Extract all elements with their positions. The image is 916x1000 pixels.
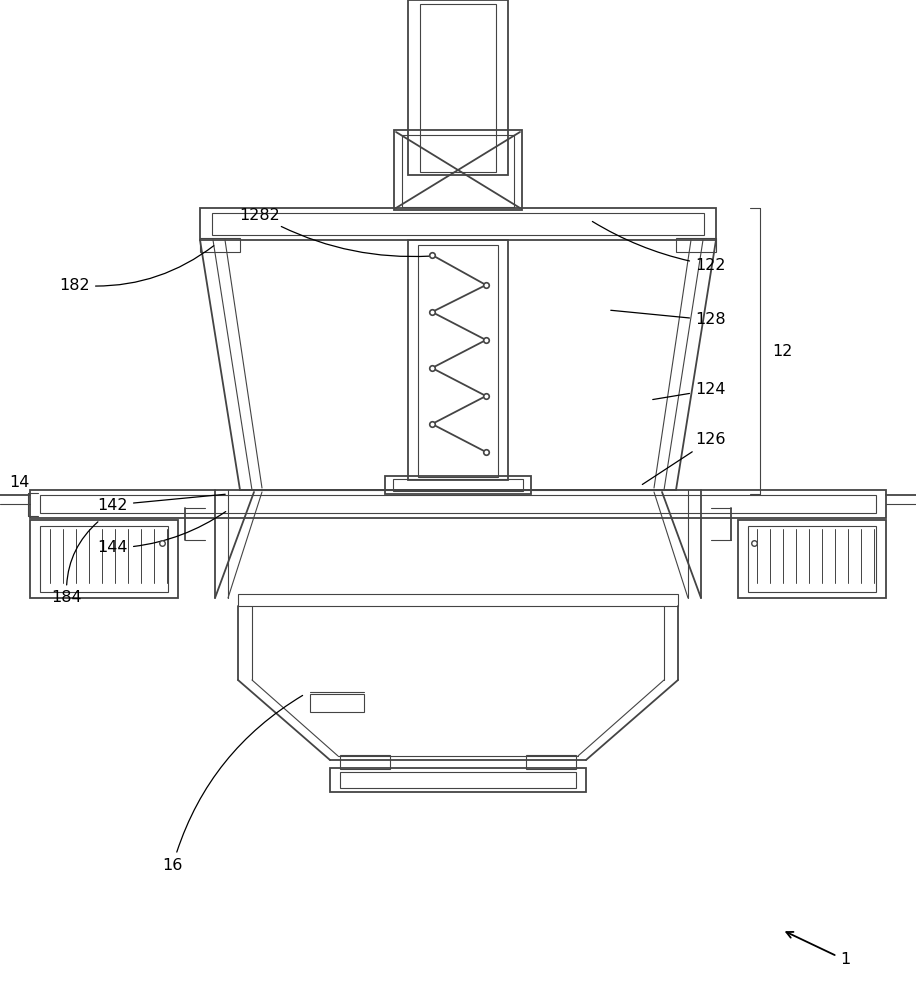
- Text: 16: 16: [163, 695, 302, 872]
- Bar: [40, 495, 876, 513]
- Bar: [394, 130, 522, 210]
- Bar: [385, 476, 531, 494]
- Bar: [200, 238, 240, 252]
- Bar: [310, 694, 364, 712]
- Bar: [408, 240, 508, 480]
- Bar: [402, 135, 514, 207]
- Bar: [748, 526, 876, 592]
- Text: 128: 128: [611, 310, 725, 328]
- Bar: [526, 755, 576, 769]
- Text: 14: 14: [10, 475, 30, 490]
- Bar: [418, 245, 498, 477]
- Bar: [393, 479, 523, 491]
- Bar: [340, 755, 390, 769]
- Bar: [340, 772, 576, 788]
- Text: 122: 122: [593, 221, 725, 272]
- Text: 184: 184: [51, 522, 98, 605]
- Text: 12: 12: [772, 344, 792, 359]
- Text: 124: 124: [653, 382, 725, 400]
- Text: 1: 1: [786, 932, 850, 968]
- Text: 144: 144: [97, 512, 225, 556]
- Text: 182: 182: [60, 246, 213, 292]
- Bar: [200, 208, 716, 240]
- Bar: [212, 213, 704, 235]
- Bar: [238, 594, 678, 606]
- Bar: [408, 0, 508, 175]
- Bar: [330, 768, 586, 792]
- Bar: [30, 520, 178, 598]
- Bar: [30, 490, 886, 518]
- Bar: [738, 520, 886, 598]
- Text: 1282: 1282: [239, 208, 430, 257]
- Text: 142: 142: [97, 494, 225, 512]
- Text: 126: 126: [642, 432, 725, 484]
- Bar: [420, 4, 496, 172]
- Bar: [40, 526, 168, 592]
- Bar: [676, 238, 716, 252]
